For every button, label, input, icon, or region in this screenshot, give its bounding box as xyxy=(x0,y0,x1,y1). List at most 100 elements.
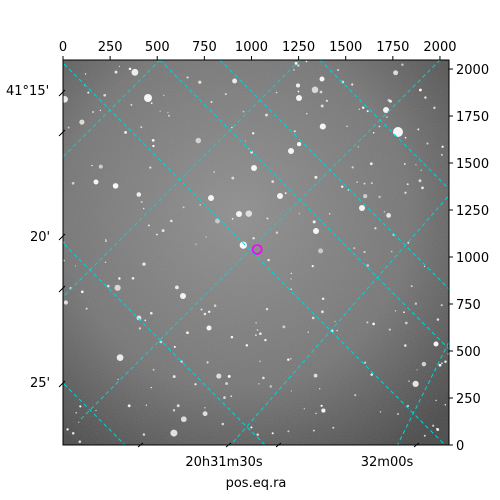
star xyxy=(332,426,335,429)
star xyxy=(340,185,344,188)
star xyxy=(71,431,75,435)
star xyxy=(114,284,121,291)
star xyxy=(173,345,176,348)
star xyxy=(213,171,215,173)
star xyxy=(150,311,153,315)
star xyxy=(417,128,420,131)
star xyxy=(138,327,142,330)
star xyxy=(311,316,315,320)
dec-tick-label-3: 25' xyxy=(30,376,50,391)
star xyxy=(441,154,443,156)
star xyxy=(95,409,97,412)
star xyxy=(354,394,357,397)
dec-tick-mark-1 xyxy=(58,89,66,97)
star xyxy=(180,360,183,363)
star xyxy=(98,164,103,169)
star xyxy=(297,64,300,67)
star xyxy=(321,310,324,314)
bright-star xyxy=(208,195,214,201)
star xyxy=(117,378,119,380)
star xyxy=(312,220,316,224)
dec-tick-mark-2b xyxy=(58,285,66,293)
star xyxy=(251,132,255,135)
x-axis-label: pos.eq.ra xyxy=(226,476,287,491)
bright-star xyxy=(277,193,283,199)
star xyxy=(180,416,187,423)
star xyxy=(202,411,208,417)
right-pixel-axis: 0 250 500 750 1000 1250 1500 1750 2000 xyxy=(449,63,489,454)
dec-tick-label-2: 20' xyxy=(30,230,50,245)
bright-star xyxy=(433,341,439,347)
star xyxy=(287,430,290,433)
star xyxy=(195,243,197,245)
star xyxy=(290,288,293,291)
star xyxy=(215,218,220,224)
star xyxy=(269,385,273,388)
star xyxy=(63,259,66,262)
star xyxy=(78,421,80,423)
star xyxy=(386,213,391,218)
star xyxy=(418,179,422,183)
star xyxy=(432,424,435,427)
star xyxy=(142,433,146,436)
star xyxy=(311,86,319,94)
top-tick-label-3: 750 xyxy=(192,40,217,55)
star xyxy=(438,363,442,367)
grid-line-4 xyxy=(63,60,161,158)
ra-tick-mark-c xyxy=(275,442,282,448)
star xyxy=(136,192,142,197)
star xyxy=(245,344,249,347)
star xyxy=(205,236,207,238)
star xyxy=(116,354,124,361)
star xyxy=(136,315,142,321)
right-tick-label-3: 750 xyxy=(456,298,481,313)
star xyxy=(131,68,139,76)
star xyxy=(444,360,447,363)
star xyxy=(363,250,366,254)
star xyxy=(66,428,69,431)
ra-tick-mark-b xyxy=(225,442,232,448)
star xyxy=(199,204,202,206)
star xyxy=(294,61,298,65)
bright-star xyxy=(383,107,389,113)
right-tick-label-7: 1750 xyxy=(456,110,489,125)
star xyxy=(363,193,368,199)
bright-star xyxy=(93,179,99,185)
star xyxy=(232,78,238,84)
star xyxy=(315,412,317,415)
star xyxy=(379,411,382,413)
star xyxy=(167,111,169,114)
top-tick-label-7: 1750 xyxy=(376,40,409,55)
star xyxy=(290,278,292,280)
star xyxy=(407,241,410,244)
star xyxy=(370,182,373,185)
star xyxy=(289,357,292,360)
star xyxy=(127,404,131,408)
star xyxy=(114,70,118,74)
star xyxy=(408,380,410,382)
star xyxy=(320,104,324,108)
star xyxy=(144,319,147,322)
top-tick-label-5: 1250 xyxy=(282,40,315,55)
star xyxy=(334,320,336,323)
star xyxy=(353,247,356,250)
star xyxy=(319,123,326,130)
star xyxy=(319,388,321,390)
star xyxy=(287,358,290,361)
star xyxy=(78,440,82,444)
star xyxy=(140,126,143,129)
ra-tick-label-2: 32m00s xyxy=(361,455,414,470)
star xyxy=(142,262,146,266)
dec-tick-mark-2 xyxy=(58,233,66,241)
star xyxy=(118,65,121,67)
star xyxy=(378,125,381,128)
star xyxy=(265,113,268,117)
star xyxy=(172,375,176,379)
star xyxy=(258,383,260,385)
star xyxy=(79,405,82,408)
star xyxy=(404,136,407,139)
ra-tick-mark-d xyxy=(413,442,420,448)
grid-line-10 xyxy=(319,60,449,190)
star xyxy=(374,227,377,230)
